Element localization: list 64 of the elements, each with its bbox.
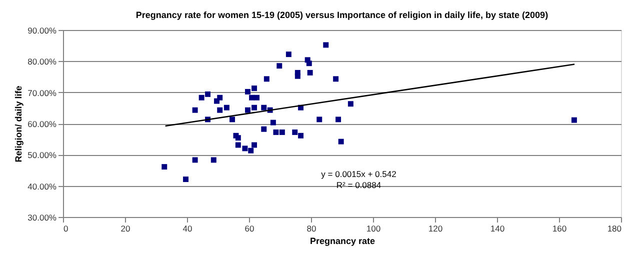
y-tick-label: 30.00%: [28, 212, 57, 222]
x-tick-label: 180: [607, 224, 622, 234]
point: [183, 176, 188, 182]
point: [210, 157, 216, 163]
point: [323, 42, 329, 48]
point: [245, 88, 250, 94]
point: [235, 142, 241, 148]
point: [242, 146, 248, 152]
x-tick-label: 120: [428, 224, 443, 234]
point: [235, 135, 241, 141]
y-tick-label: 90.00%: [28, 26, 57, 36]
x-tick-label: 80: [306, 224, 316, 234]
point: [348, 101, 354, 107]
point: [336, 116, 342, 122]
y-tick-label: 80.00%: [28, 56, 57, 67]
point: [261, 126, 267, 132]
y-tick-label: 70.00%: [28, 88, 57, 98]
point: [276, 63, 282, 69]
point: [230, 116, 235, 122]
point: [294, 73, 300, 79]
point: [333, 76, 339, 82]
point: [338, 138, 344, 144]
annotation: R² = 0.0884: [336, 180, 382, 190]
x-tick-label: 160: [552, 224, 567, 234]
point: [217, 107, 223, 113]
x-tick-label: 20: [120, 224, 130, 234]
point: [252, 104, 258, 110]
point: [273, 129, 279, 135]
point: [205, 91, 211, 97]
x-tick-label: 0: [64, 224, 68, 234]
point: [261, 104, 267, 110]
point: [198, 94, 204, 100]
y-tick-label: 60.00%: [28, 119, 57, 129]
point: [306, 60, 312, 66]
chart-title: Pregnancy rate for women 15-19 (2005) versus Importance of religion in daily life, by state (2009): [136, 10, 548, 20]
point: [245, 107, 250, 113]
point: [298, 132, 304, 138]
point: [279, 129, 285, 135]
y-axis-title: Religion/ daily life: [14, 86, 24, 162]
point: [252, 142, 258, 148]
y-tick-label: 50.00%: [28, 150, 57, 160]
point: [254, 94, 260, 100]
x-tick-label: 40: [182, 224, 192, 234]
point: [270, 120, 276, 126]
point: [316, 116, 322, 122]
point: [162, 164, 168, 170]
point: [192, 107, 198, 113]
point: [224, 104, 230, 110]
point: [307, 70, 313, 76]
x-tick-label: 140: [490, 224, 505, 234]
point: [217, 94, 223, 100]
x-tick-label: 100: [366, 224, 381, 234]
y-tick-label: 40.00%: [28, 181, 57, 192]
point: [292, 129, 298, 135]
point: [249, 94, 255, 100]
point: [248, 148, 254, 154]
point: [192, 157, 198, 163]
x-tick-label: 60: [244, 224, 254, 234]
point: [264, 76, 270, 82]
x-axis-title: Pregnancy rate: [310, 236, 376, 246]
point: [571, 117, 577, 123]
annotation: y = 0.0015x + 0.542: [321, 168, 397, 179]
point: [286, 52, 292, 58]
point: [252, 86, 258, 92]
